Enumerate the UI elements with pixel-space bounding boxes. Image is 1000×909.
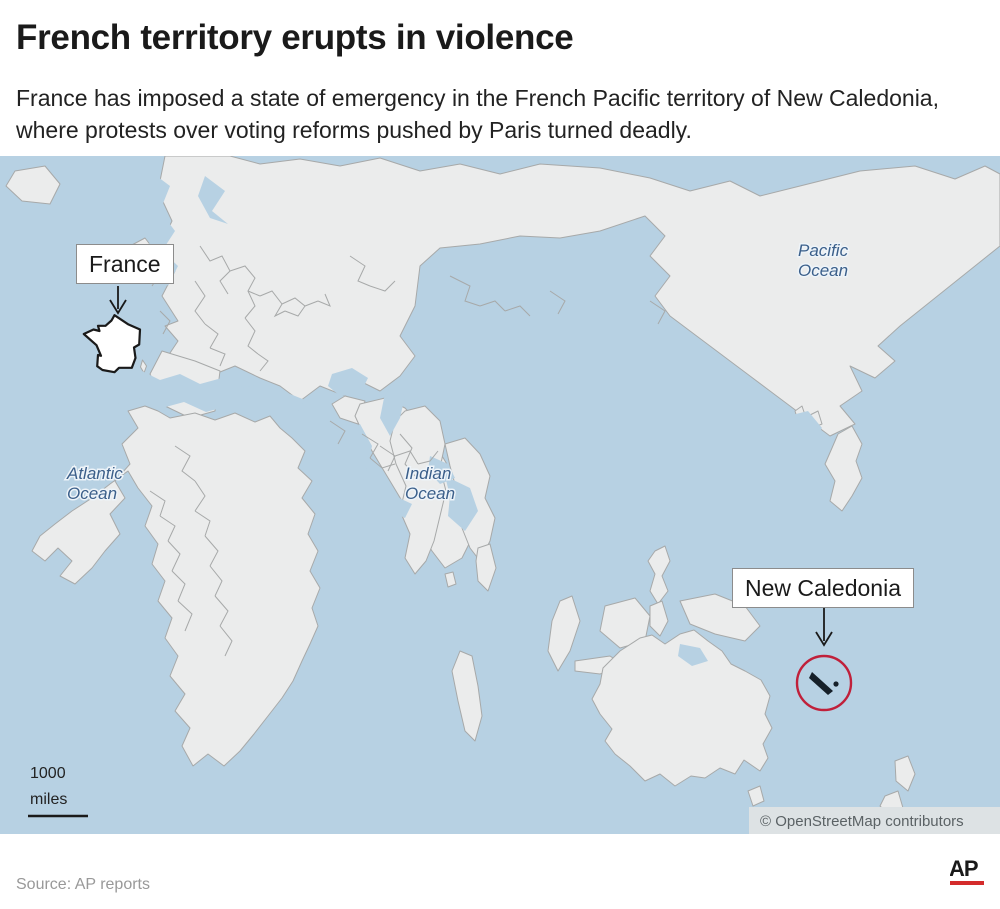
- svg-text:Ocean: Ocean: [798, 261, 848, 280]
- svg-text:Indian: Indian: [405, 464, 451, 483]
- svg-text:AP: AP: [950, 856, 978, 881]
- svg-text:Pacific: Pacific: [798, 241, 849, 260]
- svg-text:Ocean: Ocean: [67, 484, 117, 503]
- svg-text:© OpenStreetMap contributors: © OpenStreetMap contributors: [760, 813, 964, 830]
- svg-text:Ocean: Ocean: [405, 484, 455, 503]
- svg-text:miles: miles: [30, 791, 67, 808]
- svg-text:1000: 1000: [30, 765, 66, 782]
- svg-text:Atlantic: Atlantic: [66, 464, 123, 483]
